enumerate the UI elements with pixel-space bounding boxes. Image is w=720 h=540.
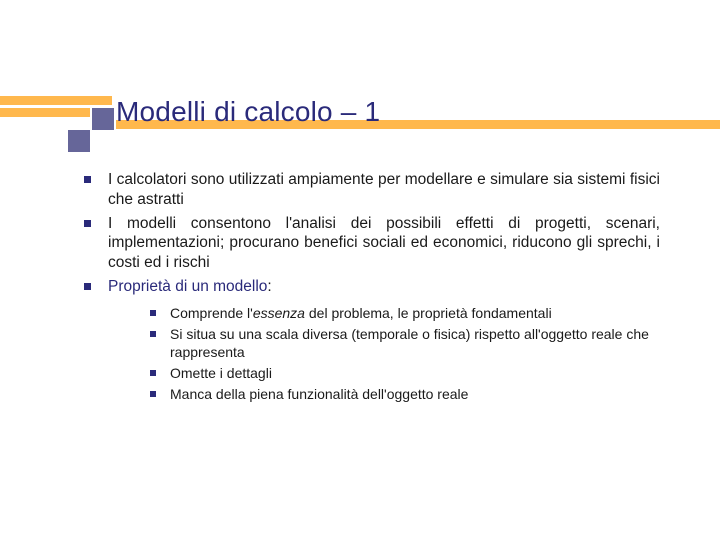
deco-bar-top	[0, 96, 112, 105]
title-suffix: 1	[357, 96, 381, 127]
sub-text-em: essenza	[253, 305, 305, 321]
sub-text: Si situa su una scala diversa (temporale…	[170, 326, 649, 360]
bullet-list: I calcolatori sono utilizzati ampiamente…	[80, 170, 660, 404]
bullet-text: I calcolatori sono utilizzati ampiamente…	[108, 171, 660, 208]
deco-bar-mid	[0, 108, 90, 117]
sub-bullet-item: Omette i dettagli	[144, 365, 660, 383]
deco-square-1	[92, 108, 114, 130]
sub-text: Manca della piena funzionalità dell'ogge…	[170, 386, 468, 402]
sub-text: Omette i dettagli	[170, 365, 272, 381]
deco-square-2	[68, 130, 90, 152]
sub-text-post: del problema, le proprietà fondamentali	[305, 305, 552, 321]
sub-bullet-item: Si situa su una scala diversa (temporale…	[144, 326, 660, 362]
bullet-emphasis: Proprietà di un modello	[108, 278, 267, 295]
slide: Modelli di calcolo – 1 I calcolatori son…	[0, 0, 720, 540]
slide-body: I calcolatori sono utilizzati ampiamente…	[80, 170, 660, 408]
bullet-suffix: :	[267, 278, 271, 295]
title-decoration	[0, 96, 112, 146]
bullet-item: Proprietà di un modello: Comprende l'ess…	[80, 277, 660, 403]
bullet-text: I modelli consentono l'analisi dei possi…	[108, 215, 660, 272]
sub-text-pre: Comprende l'	[170, 305, 253, 321]
sub-bullet-item: Comprende l'essenza del problema, le pro…	[144, 305, 660, 323]
sub-bullet-list: Comprende l'essenza del problema, le pro…	[144, 305, 660, 404]
sub-bullet-item: Manca della piena funzionalità dell'ogge…	[144, 386, 660, 404]
bullet-item: I modelli consentono l'analisi dei possi…	[80, 214, 660, 273]
bullet-item: I calcolatori sono utilizzati ampiamente…	[80, 170, 660, 210]
title-prefix: Modelli di calcolo	[116, 96, 341, 127]
slide-title: Modelli di calcolo – 1	[116, 96, 380, 128]
sub-list-container: Comprende l'essenza del problema, le pro…	[144, 305, 660, 404]
title-dash: –	[341, 96, 357, 127]
